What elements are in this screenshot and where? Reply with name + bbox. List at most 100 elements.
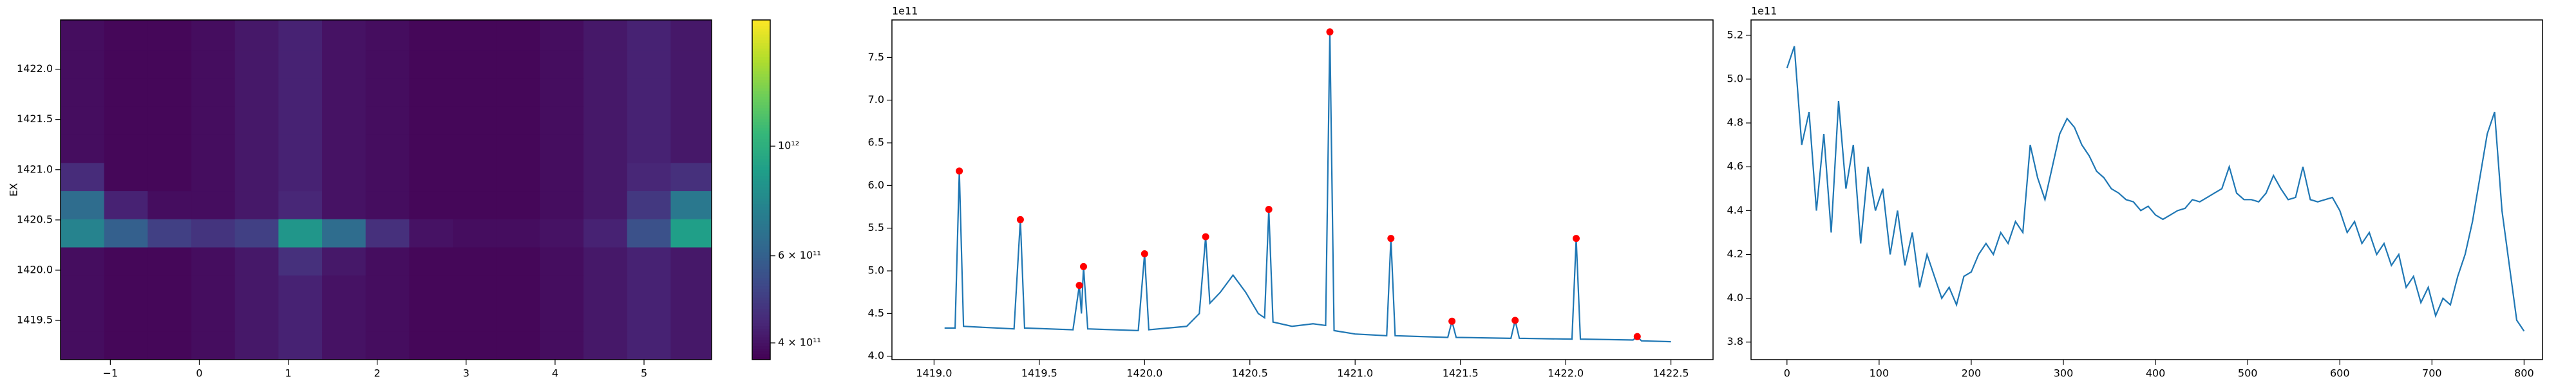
colorbar-segment xyxy=(752,28,770,32)
heatmap-cell xyxy=(191,303,236,332)
heatmap-cell xyxy=(670,134,712,163)
heatmap-cell xyxy=(61,219,105,248)
heatmap-cell xyxy=(322,50,366,79)
colorbar-segment xyxy=(752,246,770,250)
colorbar-segment xyxy=(752,291,770,295)
colorbar-segment xyxy=(752,167,770,170)
heatmap-cell xyxy=(627,134,671,163)
x-tick-label: 0 xyxy=(196,367,202,380)
x-tick-label: 800 xyxy=(2514,367,2534,380)
heatmap-cell xyxy=(627,275,671,304)
colorbar-segment xyxy=(752,317,770,320)
heatmap-cell xyxy=(540,106,584,135)
heatmap-cell xyxy=(104,78,148,107)
x-tick-label: 1419.5 xyxy=(1021,367,1057,380)
heatmap-cell xyxy=(496,247,540,276)
peak-marker xyxy=(956,167,963,175)
peak-marker xyxy=(1141,250,1148,257)
colorbar-segment xyxy=(752,342,770,346)
heatmap-cell xyxy=(61,247,105,276)
y-tick-label: 5.0 xyxy=(868,264,884,277)
colorbar-segment xyxy=(752,91,770,94)
colorbar-segment xyxy=(752,271,770,275)
x-tick-label: 1420.5 xyxy=(1232,367,1268,380)
y-tick-label: 1421.5 xyxy=(17,113,53,125)
heatmap-cell xyxy=(104,20,148,51)
heatmap-cell xyxy=(322,190,366,219)
colorbar-segment xyxy=(752,289,770,292)
heatmap-cell xyxy=(191,134,236,163)
heatmap-cell xyxy=(234,134,279,163)
heatmap-cell xyxy=(453,50,497,79)
heatmap-cell xyxy=(147,162,192,192)
heatmap-cell xyxy=(61,331,105,360)
heatmap-cell xyxy=(409,331,453,360)
colorbar-segment xyxy=(752,201,770,205)
heatmap-cell xyxy=(234,78,279,107)
heatmap-cell xyxy=(540,275,584,304)
colorbar-segment xyxy=(752,119,770,122)
colorbar-segment xyxy=(752,73,770,77)
colorbar-segment xyxy=(752,221,770,225)
heatmap-cell xyxy=(365,303,410,332)
colorbar-tick-label: 4 × 10¹¹ xyxy=(778,336,821,348)
colorbar-segment xyxy=(752,277,770,281)
heatmap-cell xyxy=(627,20,671,51)
heatmap-cell xyxy=(453,106,497,135)
colorbar-segment xyxy=(752,249,770,253)
colorbar-segment xyxy=(752,263,770,267)
heatmap-cell xyxy=(191,78,236,107)
heatmap-cell xyxy=(104,162,148,192)
colorbar-segment xyxy=(752,326,770,329)
colorbar-segment xyxy=(752,25,770,29)
heatmap-cell xyxy=(409,303,453,332)
y-tick-label: 7.0 xyxy=(868,93,884,106)
y-tick-label: 6.5 xyxy=(868,136,884,149)
heatmap-cell xyxy=(234,190,279,219)
colorbar-segment xyxy=(752,23,770,26)
colorbar-segment xyxy=(752,190,770,193)
heatmap-cell xyxy=(365,134,410,163)
heatmap-cell xyxy=(540,78,584,107)
heatmap-cell xyxy=(234,331,279,360)
colorbar-segment xyxy=(752,93,770,97)
y-axis-label: EX xyxy=(8,183,20,196)
heatmap-cell xyxy=(409,50,453,79)
y-tick-label: 1419.5 xyxy=(17,314,53,326)
colorbar-segment xyxy=(752,252,770,255)
colorbar-segment xyxy=(752,300,770,304)
heatmap-cell xyxy=(670,303,712,332)
colorbar-segment xyxy=(752,79,770,83)
heatmap-cell xyxy=(453,247,497,276)
heatmap-cell xyxy=(627,162,671,192)
heatmap-cell xyxy=(365,78,410,107)
x-tick-label: 3 xyxy=(463,367,469,380)
heatmap-cell xyxy=(670,50,712,79)
heatmap-cell xyxy=(583,78,628,107)
colorbar-segment xyxy=(752,147,770,151)
heatmap-cell xyxy=(61,275,105,304)
heatmap-cell xyxy=(627,78,671,107)
heatmap-cell xyxy=(278,106,323,135)
x-tick-label: 500 xyxy=(2238,367,2258,380)
heatmap-cell xyxy=(453,162,497,192)
colorbar-segment xyxy=(752,62,770,66)
heatmap-cell xyxy=(104,50,148,79)
colorbar-segment xyxy=(752,294,770,298)
heatmap-cell xyxy=(540,303,584,332)
heatmap-cell xyxy=(670,219,712,248)
x-tick-label: 1421.5 xyxy=(1443,367,1479,380)
colorbar-segment xyxy=(752,57,770,60)
heatmap-cell xyxy=(61,162,105,192)
heatmap-cell xyxy=(496,331,540,360)
heatmap-cell xyxy=(104,275,148,304)
heatmap-cell xyxy=(278,78,323,107)
heatmap-cell xyxy=(496,134,540,163)
heatmap-cell xyxy=(496,303,540,332)
y-tick-label: 6.0 xyxy=(868,179,884,191)
heatmap-cell xyxy=(61,303,105,332)
heatmap-cell xyxy=(278,50,323,79)
heatmap-cell xyxy=(147,50,192,79)
heatmap-cell xyxy=(278,331,323,360)
